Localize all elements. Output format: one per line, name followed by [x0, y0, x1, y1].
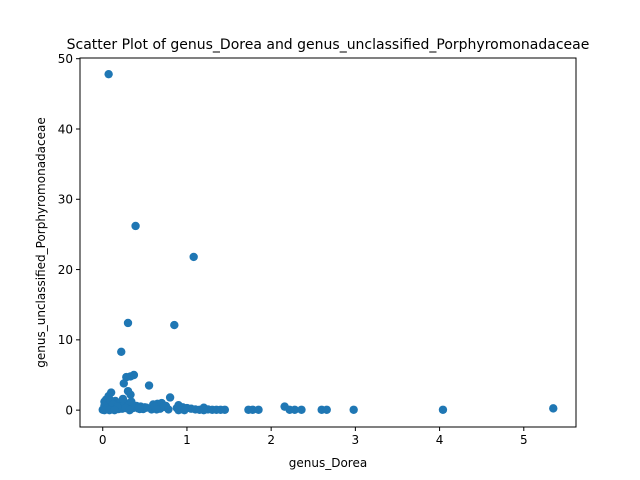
scatter-point	[104, 69, 113, 79]
y-axis: 0 10 20 30 40 50	[58, 52, 80, 417]
x-tick-label: 1	[183, 433, 191, 447]
scatter-point	[349, 405, 358, 414]
x-axis: 0 1 2 3 4 5	[99, 427, 528, 447]
scatter-point	[254, 405, 263, 414]
scatter-point	[549, 404, 558, 413]
y-tick-label: 10	[58, 333, 73, 347]
x-tick-label: 4	[436, 433, 444, 447]
y-tick-label: 0	[65, 403, 73, 417]
scatter-point	[110, 405, 119, 415]
scatter-point	[220, 405, 230, 414]
scatter-point	[248, 405, 257, 414]
scatter-point	[189, 252, 198, 262]
scatter-point	[117, 347, 126, 356]
chart-title: Scatter Plot of genus_Dorea and genus_un…	[67, 37, 590, 53]
scatter-point	[164, 405, 173, 414]
plot-frame	[79, 57, 577, 428]
scatter-point	[438, 405, 448, 414]
scatter-point	[322, 405, 331, 414]
scatter-point	[122, 372, 131, 382]
scatter-point	[118, 394, 128, 404]
scatter-point	[297, 405, 306, 414]
y-tick-label: 50	[58, 52, 73, 66]
scatter-point	[180, 405, 189, 415]
scatter-point	[170, 320, 179, 330]
x-tick-label: 0	[99, 433, 107, 447]
scatter-point	[119, 379, 128, 388]
scatter-point	[123, 318, 133, 328]
scatter-point	[131, 221, 140, 231]
scatter-point	[199, 405, 208, 415]
scatter-point	[152, 405, 161, 414]
scatter-point	[127, 397, 136, 406]
scatter-point	[174, 405, 183, 415]
x-tick-label: 3	[352, 433, 360, 447]
scatter-point	[290, 405, 299, 414]
y-tick-label: 30	[58, 193, 73, 207]
scatter-point	[135, 404, 144, 414]
y-axis-label: genus_unclassified_Porphyromonadaceae	[34, 117, 48, 367]
scatter-point	[125, 405, 134, 415]
scatter-point	[144, 381, 154, 390]
x-tick-label: 5	[520, 433, 528, 447]
points-layer	[98, 69, 558, 415]
scatter-point	[165, 393, 175, 402]
y-tick-label: 20	[58, 263, 73, 277]
scatter-point	[126, 390, 135, 399]
x-tick-label: 2	[267, 433, 275, 447]
y-tick-label: 40	[58, 122, 73, 136]
x-axis-label: genus_Dorea	[289, 456, 367, 470]
